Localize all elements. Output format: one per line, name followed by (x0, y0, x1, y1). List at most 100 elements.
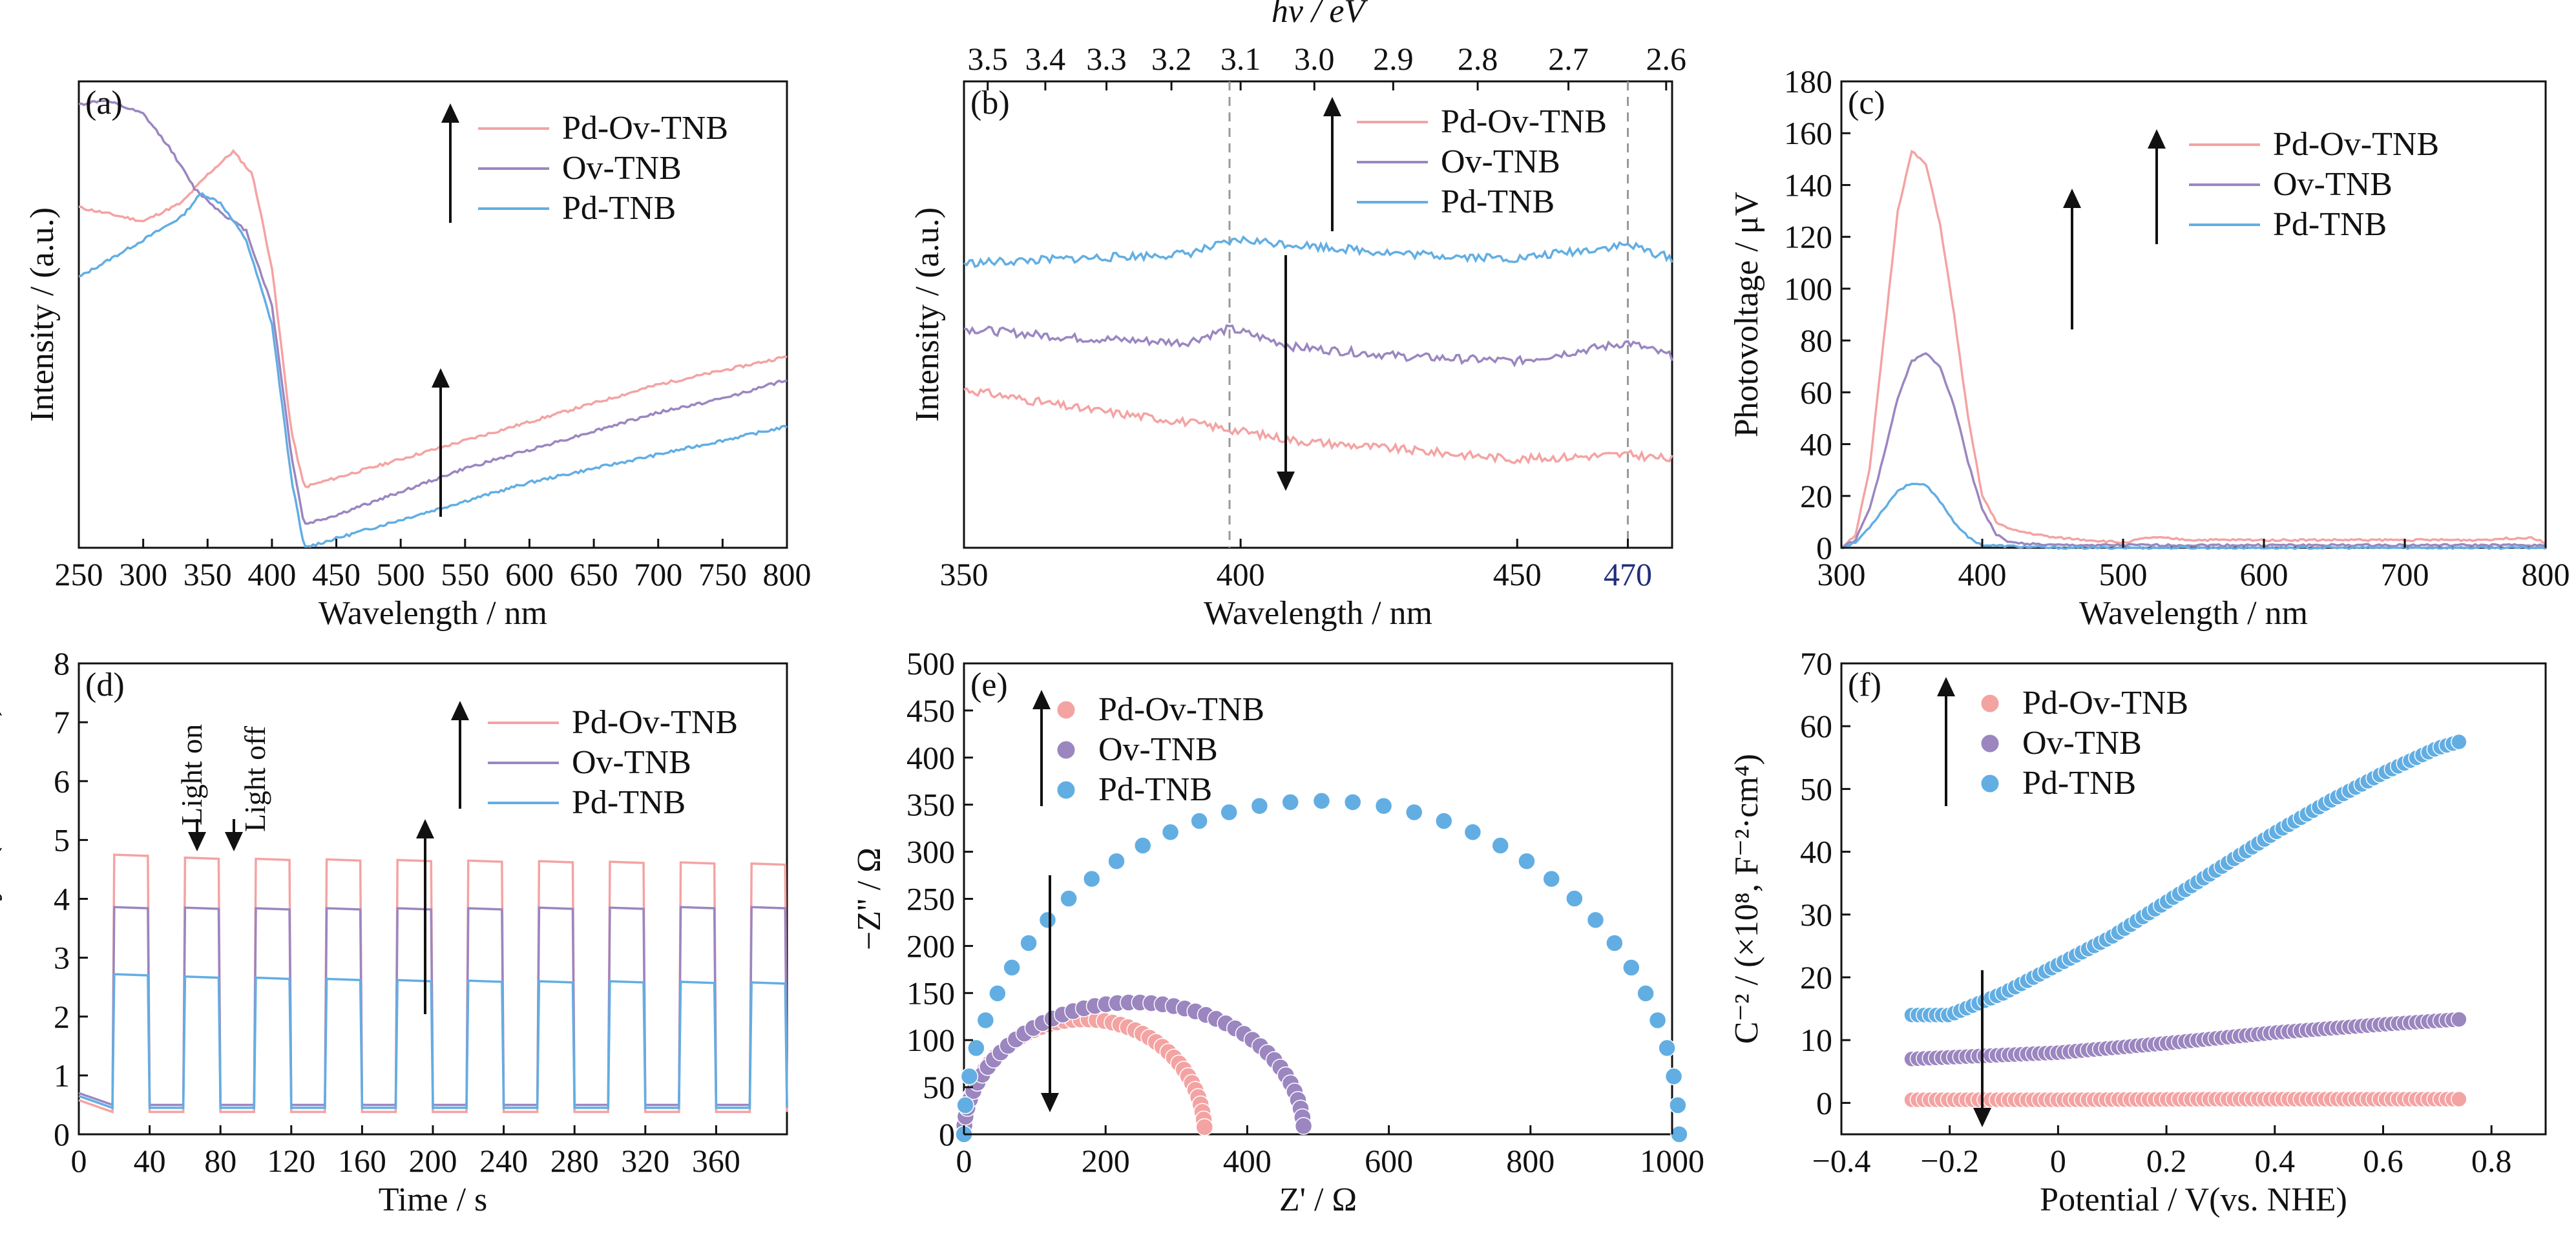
top-x-tick-label: 2.9 (1373, 41, 1414, 77)
data-point (989, 984, 1007, 1003)
legend-label: Pd-Ov-TNB (2022, 685, 2188, 722)
panel-label: (f) (1848, 667, 1881, 703)
x-tick-label: 240 (479, 1143, 528, 1179)
y-tick-label: 0 (1816, 1085, 1832, 1121)
data-point (1003, 959, 1021, 977)
series-line-2 (78, 192, 788, 548)
x-tick-label: 470 (1604, 556, 1652, 592)
data-point (1637, 984, 1655, 1003)
top-x-tick-label: 3.2 (1151, 41, 1192, 77)
legend-label: Ov-TNB (2022, 725, 2142, 762)
data-point (1294, 1117, 1313, 1135)
x-tick-label: 400 (1958, 556, 2007, 592)
trend-arrow-head (1277, 472, 1295, 491)
data-point (1405, 803, 1423, 822)
y-tick-label: 5 (54, 822, 70, 858)
legend-label: Pd-TNB (572, 784, 686, 821)
trend-arrow-head (2063, 189, 2081, 208)
y-tick-label: 0 (1816, 530, 1832, 566)
trend-arrow-head (432, 368, 450, 388)
y-tick-label: 50 (923, 1069, 955, 1105)
y-tick-label: 100 (906, 1022, 955, 1058)
series-line-2 (78, 973, 788, 1110)
x-tick-label: 400 (1223, 1143, 1272, 1179)
data-point (956, 1096, 974, 1114)
x-axis-label: Potential / V(vs. NHE) (2040, 1181, 2347, 1218)
y-tick-label: 60 (1800, 374, 1832, 410)
data-point (1190, 812, 1208, 830)
y-tick-label: 10 (1800, 1022, 1832, 1058)
x-tick-label: 0.6 (2363, 1143, 2403, 1179)
legend-marker (1980, 694, 2000, 713)
x-tick-label: 200 (409, 1143, 457, 1179)
y-tick-label: 200 (906, 928, 955, 964)
panel-e: 0 200 400 600 800 1000 0 50 100 150 200 250 300 350 40… (851, 645, 1704, 1218)
series-line-0 (963, 387, 1673, 465)
y-tick-label: 0 (54, 1116, 70, 1152)
x-tick-label: 320 (621, 1143, 669, 1179)
y-tick-label: 2 (54, 999, 70, 1035)
data-point (1161, 823, 1180, 841)
top-x-tick-label: 2.6 (1646, 41, 1687, 77)
top-x-tick-label: 3.4 (1025, 41, 1066, 77)
y-tick-label: 50 (1800, 771, 1832, 807)
legend-label: Ov-TNB (2273, 166, 2393, 203)
x-tick-label: 200 (1082, 1143, 1130, 1179)
series-line-1 (78, 98, 788, 525)
x-tick-label: 40 (134, 1143, 166, 1179)
data-point (1060, 889, 1078, 908)
x-tick-label: 80 (204, 1143, 236, 1179)
data-point (1463, 823, 1482, 841)
x-tick-label: 600 (1365, 1143, 1413, 1179)
light-on-arrow-head (188, 832, 206, 851)
legend-label: Pd-Ov-TNB (2273, 126, 2439, 163)
data-point (1670, 1125, 1688, 1143)
x-tick-label: 650 (570, 556, 618, 592)
y-axis-label: Current density / (mA·cm⁻²) (0, 705, 3, 1092)
x-tick-label: 550 (441, 556, 489, 592)
data-point (1669, 1096, 1687, 1114)
y-axis-label: Intensity / (a.u.) (909, 207, 946, 422)
legend-marker (1056, 740, 1076, 760)
y-tick-label: 150 (906, 975, 955, 1011)
y-tick-label: 300 (906, 834, 955, 870)
plot-frame-b (963, 80, 1673, 549)
panel-c: 300 400 500 600 700 800 0 20 40 60 80 100 120 140 160 1… (1728, 63, 2570, 632)
y-tick-label: 140 (1784, 167, 1832, 203)
panel-f: −0.4 −0.2 0 0.2 0.4 0.6 0.8 0 10 20 30 40 50 60 70 Pote… (1728, 645, 2547, 1218)
data-point (1664, 1067, 1683, 1086)
plot-frame-f (1840, 662, 2547, 1136)
x-tick-label: 280 (550, 1143, 599, 1179)
x-tick-label: 800 (2522, 556, 2570, 592)
plot-frame-c (1840, 80, 2547, 549)
series-line-0 (78, 149, 788, 489)
data-point (1250, 796, 1269, 815)
annotation-light-on: Light on (175, 724, 208, 826)
y-axis-label: Intensity / (a.u.) (24, 207, 61, 422)
y-tick-label: 350 (906, 787, 955, 823)
data-point (960, 1067, 979, 1086)
x-tick-label: 300 (1817, 556, 1866, 592)
legend-marker (1056, 700, 1076, 720)
y-tick-label: 7 (54, 704, 70, 740)
x-tick-label: 400 (1217, 556, 1265, 592)
x-tick-label: 800 (763, 556, 812, 592)
legend-arrow-head (441, 103, 459, 123)
x-tick-label: 600 (2240, 556, 2288, 592)
data-point (1565, 889, 1584, 908)
data-point (1435, 812, 1453, 830)
y-tick-label: 3 (54, 940, 70, 976)
data-point (1658, 1039, 1676, 1057)
data-point (1133, 837, 1152, 855)
data-point (1107, 852, 1126, 870)
panel-b: 350 400 450 470 3.5 3.4 3.3 3.2 3.1 3.0 2.9 2.8 2.7 2… (909, 0, 1686, 632)
x-axis-label: Wavelength / nm (1204, 595, 1432, 632)
data-point (1586, 911, 1605, 929)
y-tick-label: 1 (54, 1057, 70, 1094)
data-point (1020, 934, 1038, 952)
x-tick-label: 160 (338, 1143, 386, 1179)
data-point (1343, 793, 1362, 811)
data-point (2451, 1090, 2467, 1108)
x-tick-label: 500 (377, 556, 425, 592)
